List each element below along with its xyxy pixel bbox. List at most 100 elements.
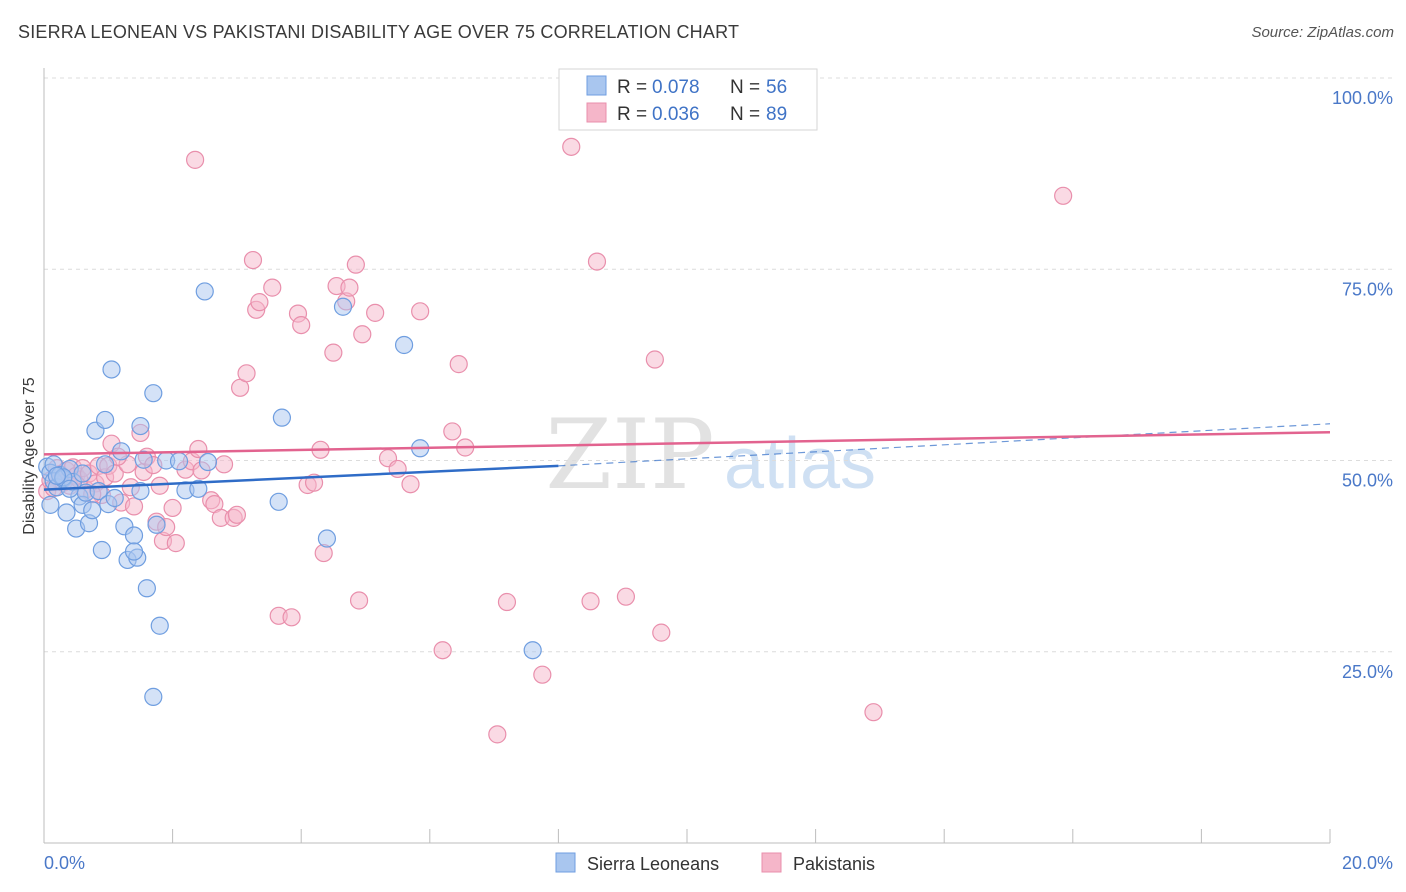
sierra-leoneans-point-55 <box>47 466 66 485</box>
pakistanis-point-82 <box>645 350 664 369</box>
trend-lines <box>43 423 1331 491</box>
pakistanis-point-34 <box>166 534 185 553</box>
sierra-leoneans-trend-extension <box>558 423 1331 467</box>
y-tick-label-0: 25.0% <box>1342 662 1393 682</box>
chart-title: SIERRA LEONEAN VS PAKISTANI DISABILITY A… <box>18 22 740 42</box>
pakistanis-point-42 <box>214 455 234 474</box>
y-axis-label: Disability Age Over 75 <box>21 377 38 535</box>
pakistanis-point-59 <box>324 343 343 362</box>
y-tick-label-2: 75.0% <box>1342 279 1393 299</box>
series-legend-swatch-sierra-leoneans <box>555 852 576 873</box>
pakistanis-point-73 <box>449 355 468 374</box>
pakistanis-point-49 <box>250 293 269 312</box>
sierra-leoneans-point-34 <box>150 616 169 635</box>
sierra-leoneans-point-33 <box>147 515 166 534</box>
correlation-legend: R = 0.078 N = 56 R = 0.036 N = 89 <box>558 68 818 131</box>
sierra-leoneans-point-42 <box>269 492 288 511</box>
legend-r-label-1: R = <box>617 77 647 98</box>
sierra-leoneans-point-45 <box>394 335 414 355</box>
pakistanis-point-81 <box>616 587 636 606</box>
pakistanis-point-76 <box>533 665 552 684</box>
x-tick-label-max: 20.0% <box>1342 853 1393 873</box>
grid <box>44 77 1392 653</box>
sierra-leoneans-point-19 <box>92 540 111 560</box>
sierra-leoneans-point-31 <box>137 579 156 598</box>
pakistanis-point-46 <box>237 364 256 383</box>
legend-n-value-2: 89 <box>766 104 787 125</box>
pakistanis-point-80 <box>587 252 607 271</box>
legend-swatch-pink <box>586 102 607 123</box>
pakistanis-point-65 <box>353 325 372 344</box>
watermark-zip: ZIP <box>545 399 714 511</box>
series-sierra-leoneans <box>38 282 542 706</box>
pakistanis-point-70 <box>411 302 430 321</box>
pakistanis-point-68 <box>388 459 407 479</box>
pakistanis-point-84 <box>864 703 883 722</box>
sierra-leoneans-point-43 <box>317 529 337 548</box>
legend-n-label-2: N = <box>730 104 760 125</box>
sierra-leoneans-point-41 <box>272 408 292 427</box>
sierra-leoneans-point-20 <box>95 455 115 474</box>
y-tick-label-1: 50.0% <box>1342 471 1393 491</box>
pakistanis-point-86 <box>186 150 205 169</box>
pakistanis-point-66 <box>366 303 385 322</box>
sierra-leoneans-point-44 <box>333 297 353 316</box>
pakistanis-point-47 <box>243 250 263 270</box>
pakistanis-point-85 <box>1054 186 1073 205</box>
sierra-leoneans-point-30 <box>134 450 153 469</box>
series-legend: Sierra Leoneans Pakistanis <box>555 852 875 874</box>
legend-n-value-1: 56 <box>766 77 787 98</box>
legend-r-value-2: 0.036 <box>652 104 700 125</box>
sierra-leoneans-point-16 <box>83 501 102 520</box>
pakistanis-point-37 <box>189 439 208 459</box>
source-credit: Source: ZipAtlas.com <box>1251 24 1394 41</box>
series-legend-swatch-pakistanis <box>761 852 782 873</box>
sierra-leoneans-point-40 <box>195 282 214 301</box>
sierra-leoneans-point-27 <box>124 526 144 545</box>
x-ticks: 0.0% 20.0% <box>43 829 1393 873</box>
sierra-leoneans-point-54 <box>131 416 150 436</box>
sierra-leoneans-point-50 <box>73 464 92 483</box>
sierra-leoneans-point-22 <box>102 360 121 379</box>
sierra-leoneans-point-29 <box>131 482 150 501</box>
pakistanis-point-78 <box>562 137 581 156</box>
legend-n-label-1: N = <box>730 77 760 98</box>
y-tick-label-3: 100.0% <box>1332 88 1393 108</box>
pakistanis-point-44 <box>227 505 246 524</box>
sierra-leoneans-point-38 <box>189 479 208 498</box>
pakistanis-point-79 <box>581 592 600 611</box>
pakistanis-point-69 <box>401 475 420 494</box>
legend-r-label-2: R = <box>617 104 647 125</box>
sierra-leoneans-point-36 <box>169 452 189 471</box>
sierra-leoneans-point-47 <box>523 641 542 660</box>
sierra-leoneans-point-2 <box>41 495 60 514</box>
pakistanis-point-63 <box>346 255 365 274</box>
sierra-leoneans-point-52 <box>124 542 144 561</box>
sierra-leoneans-point-23 <box>105 488 124 508</box>
pakistanis-point-24 <box>124 497 144 516</box>
x-tick-label-min: 0.0% <box>44 853 85 873</box>
pakistanis-point-33 <box>163 498 182 518</box>
legend-r-value-1: 0.078 <box>652 77 700 98</box>
legend-swatch-blue <box>586 75 607 96</box>
pakistanis-point-83 <box>652 623 671 642</box>
series-legend-label-sierra-leoneans: Sierra Leoneans <box>587 854 719 874</box>
pakistanis-point-72 <box>443 422 462 441</box>
pakistanis-point-75 <box>497 592 517 612</box>
pakistanis-point-52 <box>282 608 301 627</box>
pakistanis-point-50 <box>263 278 282 297</box>
sierra-leoneans-trend-line <box>43 464 559 491</box>
pakistanis-point-64 <box>349 591 369 610</box>
sierra-leoneans-point-24 <box>112 442 131 461</box>
pakistanis-point-71 <box>433 641 452 660</box>
y-ticks: 25.0% 50.0% 75.0% 100.0% <box>1332 88 1393 682</box>
pakistanis-point-62 <box>340 278 359 297</box>
sierra-leoneans-point-32 <box>144 384 163 403</box>
sierra-leoneans-point-39 <box>198 452 218 472</box>
pakistanis-trend-line <box>43 430 1331 456</box>
pakistanis-point-54 <box>292 315 311 335</box>
sierra-leoneans-point-53 <box>95 410 115 430</box>
pakistanis-point-77 <box>488 725 507 744</box>
sierra-leoneans-point-8 <box>57 503 76 522</box>
